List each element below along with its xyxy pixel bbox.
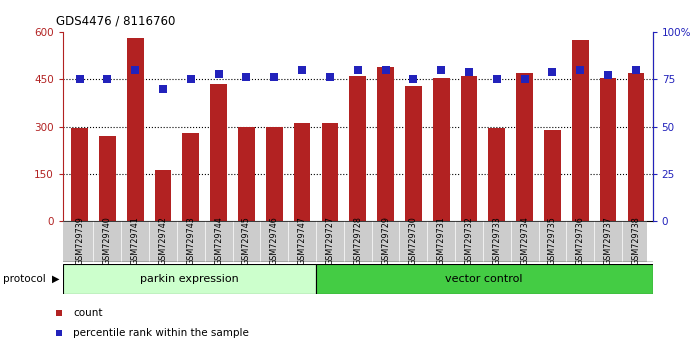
Bar: [294, 124, 311, 221]
Text: GSM729738: GSM729738: [632, 216, 641, 265]
Bar: [266, 127, 283, 221]
Text: GDS4476 / 8116760: GDS4476 / 8116760: [56, 14, 175, 27]
Point: [380, 67, 391, 73]
FancyBboxPatch shape: [63, 264, 315, 294]
Bar: [322, 124, 339, 221]
Text: protocol: protocol: [3, 274, 46, 284]
Point: [463, 69, 475, 74]
Text: GSM729746: GSM729746: [269, 216, 279, 265]
Text: percentile rank within the sample: percentile rank within the sample: [73, 328, 249, 338]
Text: GSM729739: GSM729739: [75, 216, 84, 265]
Point: [256, 78, 267, 84]
Bar: [377, 67, 394, 221]
Text: vector control: vector control: [445, 274, 523, 284]
Text: GSM729741: GSM729741: [131, 216, 140, 265]
Text: GSM729734: GSM729734: [520, 216, 529, 265]
Point: [241, 74, 252, 80]
Point: [256, 255, 267, 261]
Point: [352, 67, 363, 73]
Point: [269, 74, 280, 80]
Text: GSM729732: GSM729732: [464, 216, 473, 265]
Bar: [600, 78, 616, 221]
Text: parkin expression: parkin expression: [140, 274, 239, 284]
Text: GSM729737: GSM729737: [604, 216, 613, 265]
Point: [130, 67, 141, 73]
Point: [436, 67, 447, 73]
FancyBboxPatch shape: [315, 264, 653, 294]
Bar: [182, 133, 199, 221]
Text: GSM729745: GSM729745: [242, 216, 251, 265]
Bar: [405, 86, 422, 221]
Point: [325, 74, 336, 80]
Text: GSM729735: GSM729735: [548, 216, 557, 265]
Text: ▶: ▶: [52, 274, 60, 284]
Bar: [461, 76, 477, 221]
Bar: [489, 128, 505, 221]
Bar: [572, 40, 588, 221]
Point: [297, 67, 308, 73]
Text: GSM729733: GSM729733: [492, 216, 501, 265]
Text: GSM729742: GSM729742: [158, 216, 168, 265]
Text: count: count: [73, 308, 103, 318]
Bar: [155, 170, 171, 221]
Point: [185, 76, 196, 82]
Bar: [71, 128, 88, 221]
Point: [102, 76, 113, 82]
Bar: [628, 73, 644, 221]
Bar: [433, 78, 450, 221]
Text: GSM729731: GSM729731: [437, 216, 446, 265]
Text: GSM729747: GSM729747: [297, 216, 306, 265]
Point: [574, 67, 586, 73]
Text: GSM729730: GSM729730: [409, 216, 418, 265]
Point: [491, 76, 503, 82]
Point: [213, 71, 224, 76]
Text: GSM729729: GSM729729: [381, 216, 390, 265]
Point: [547, 69, 558, 74]
Text: GSM729743: GSM729743: [186, 216, 195, 265]
Bar: [238, 127, 255, 221]
Point: [408, 76, 419, 82]
Bar: [99, 136, 116, 221]
Text: GSM729740: GSM729740: [103, 216, 112, 265]
Bar: [544, 130, 560, 221]
Point: [602, 73, 614, 78]
Bar: [210, 84, 227, 221]
Text: GSM729744: GSM729744: [214, 216, 223, 265]
Bar: [350, 76, 366, 221]
Point: [157, 86, 168, 92]
Text: GSM729728: GSM729728: [353, 216, 362, 265]
Text: GSM729727: GSM729727: [325, 216, 334, 265]
Bar: [127, 38, 144, 221]
Text: GSM729736: GSM729736: [576, 216, 585, 265]
Point: [74, 76, 85, 82]
Point: [519, 76, 530, 82]
Bar: [517, 73, 533, 221]
Point: [630, 67, 641, 73]
